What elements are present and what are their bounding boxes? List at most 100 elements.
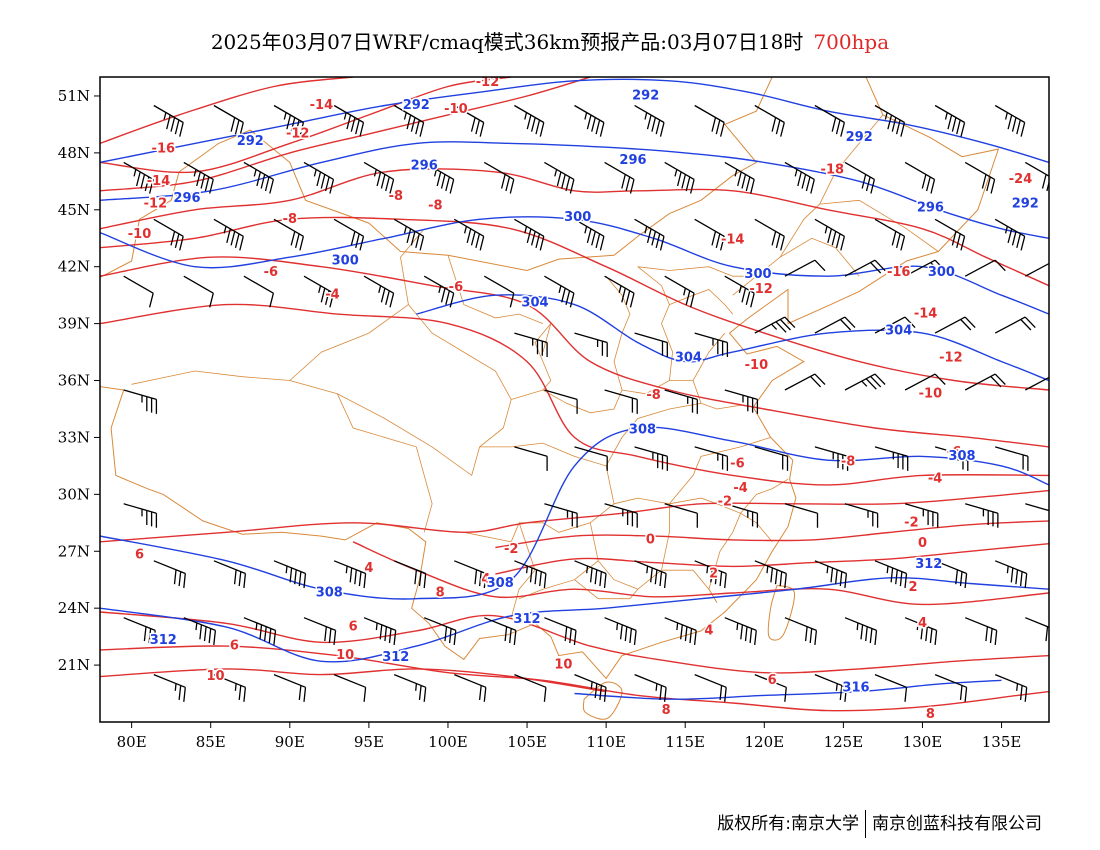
province-boundary	[692, 380, 702, 404]
lat-tick-label: 21N	[58, 656, 90, 674]
wind-barb	[904, 373, 946, 391]
wind-barb	[454, 673, 487, 702]
temperature-label: 4	[704, 623, 713, 638]
wind-barb	[604, 503, 638, 528]
province-boundary	[740, 512, 773, 543]
wind-barb	[484, 617, 517, 645]
wind-barb	[514, 104, 545, 137]
wind-barb	[634, 673, 667, 702]
height-label: 292	[632, 89, 659, 104]
wind-barb	[574, 560, 607, 589]
wind-barb	[574, 218, 605, 251]
wind-barb	[303, 161, 335, 194]
wind-barb	[604, 389, 638, 414]
wind-barb	[123, 275, 154, 308]
wind-barb	[754, 673, 787, 702]
lon-tick-label: 135E	[982, 733, 1022, 751]
wind-barb	[904, 161, 936, 194]
wind-barbs	[123, 104, 1049, 702]
province-boundary	[534, 323, 552, 391]
wind-barb	[934, 316, 976, 334]
temperature-label: -8	[428, 199, 442, 214]
wind-barb	[934, 446, 969, 471]
height-label: 292	[403, 98, 430, 113]
wind-barb	[544, 617, 577, 645]
wind-barb	[694, 332, 729, 357]
wind-barb	[544, 503, 578, 528]
height-label: 296	[411, 159, 438, 174]
temperature-label: -10	[444, 102, 468, 117]
wind-barb	[273, 218, 305, 251]
province-boundary	[819, 199, 939, 252]
height-label: 312	[382, 650, 409, 665]
temperature-label: 6	[230, 639, 239, 654]
wind-barb	[995, 446, 1029, 471]
footer-separator	[865, 810, 866, 838]
province-boundary	[669, 332, 726, 381]
wind-barb	[183, 617, 217, 645]
map-title: 2025年03月07日WRF/cmaq模式36km预报产品:03月07日18时 7…	[0, 26, 1100, 55]
wind-barb	[694, 446, 729, 471]
wind-barb	[934, 560, 968, 589]
temperature-label: -10	[919, 386, 943, 401]
wind-barb	[303, 275, 335, 308]
wind-barb	[363, 161, 395, 194]
temperature-isotherm	[100, 668, 607, 693]
wind-barb	[333, 104, 365, 137]
height-contour	[416, 294, 1049, 382]
wind-barb	[514, 673, 547, 702]
china-boundary	[100, 77, 1000, 720]
height-label: 296	[173, 191, 200, 206]
wind-barb	[904, 617, 938, 645]
temperature-isotherm	[100, 489, 1049, 543]
wind-barb	[964, 373, 1006, 391]
height-label: 300	[332, 254, 359, 269]
province-boundary	[597, 497, 670, 590]
wind-barb	[123, 617, 156, 645]
hainan-island	[582, 681, 623, 720]
height-contour	[574, 679, 1002, 700]
wind-barb	[694, 673, 727, 702]
wind-barb	[1024, 376, 1049, 391]
temperature-contours	[100, 77, 1049, 712]
wind-barb	[453, 218, 485, 251]
temperature-isotherm	[100, 645, 1049, 712]
wind-barb	[393, 104, 425, 137]
wind-barb	[574, 332, 608, 357]
temperature-label: -14	[914, 307, 938, 322]
wind-barb	[423, 617, 457, 645]
wind-barb	[544, 275, 575, 308]
wind-barb	[964, 259, 1006, 277]
province-boundary	[510, 522, 536, 618]
province-boundary	[732, 237, 860, 296]
wind-barb	[844, 373, 886, 391]
height-label: 300	[928, 265, 955, 280]
height-label: 312	[915, 557, 942, 572]
temperature-isotherm	[100, 77, 591, 192]
temperature-label: 0	[918, 536, 927, 551]
temperature-label: 10	[206, 669, 224, 684]
lon-tick-label: 125E	[824, 733, 864, 751]
temperature-isotherm	[100, 216, 1049, 391]
wind-barb	[273, 673, 307, 702]
wind-barb	[1025, 617, 1049, 642]
temperature-label: 8	[926, 707, 935, 722]
wind-barb	[514, 560, 547, 589]
province-boundary	[605, 402, 754, 467]
lat-tick-label: 30N	[58, 485, 90, 503]
wind-barb	[874, 104, 906, 137]
wind-barb	[694, 560, 727, 589]
lat-tick-label: 36N	[58, 372, 90, 390]
wind-barb	[634, 332, 668, 357]
temperature-label: -14	[310, 98, 334, 113]
temperature-isotherm	[100, 77, 354, 145]
wind-barb	[664, 503, 698, 528]
temperature-label: -8	[389, 189, 403, 204]
wind-barb	[994, 104, 1026, 137]
wind-barb	[423, 161, 455, 194]
height-contour	[100, 78, 1049, 164]
latitude-axis: 51N 48N 45N 42N 39N 36N 33N 30N 27N 24N 21N	[58, 87, 100, 674]
temperature-isotherm	[100, 77, 512, 174]
temperature-label: -18	[821, 163, 845, 178]
